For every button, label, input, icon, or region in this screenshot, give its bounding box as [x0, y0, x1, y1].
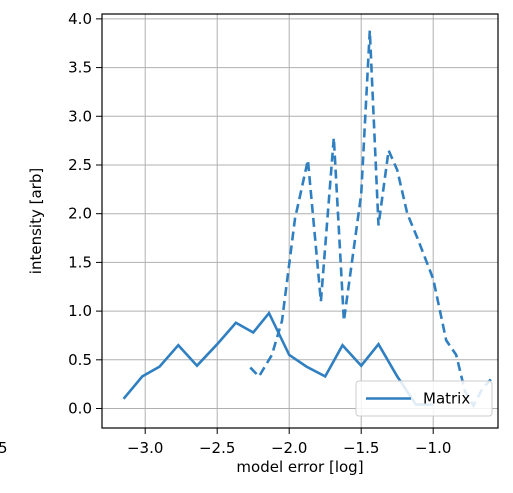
series-layer: [122, 30, 492, 409]
legend-box: [355, 380, 493, 417]
y-tick-label: 3.5: [68, 59, 92, 77]
y-tick-label: 2.5: [68, 156, 92, 174]
y-tick-label: 0.5: [68, 351, 92, 369]
legend: Matrix: [355, 380, 493, 417]
x-axis-title: model error [log]: [236, 458, 363, 476]
series-line-dashed: [249, 30, 492, 409]
plot-frame: [101, 13, 499, 429]
gridlines: [102, 14, 498, 428]
y-axis: 0.0 0.5 1.0 1.5 2.0 2.5 3.0 3.5 4.0: [68, 10, 102, 418]
y-tick-label: 2.0: [68, 205, 92, 223]
edge-tick-label: 5: [0, 439, 8, 457]
x-tick-label: −1.5: [343, 439, 379, 457]
y-tick-label: 4.0: [68, 10, 92, 28]
y-tick-label: 3.0: [68, 107, 92, 125]
x-tick-label: −3.0: [127, 439, 163, 457]
y-tick-label: 1.5: [68, 253, 92, 271]
x-tick-label: −1.0: [415, 439, 451, 457]
x-tick-label: −2.0: [271, 439, 307, 457]
legend-label-matrix: Matrix: [423, 390, 470, 408]
y-tick-label: 0.0: [68, 400, 92, 418]
x-tick-label: −2.5: [199, 439, 235, 457]
y-tick-label: 1.0: [68, 302, 92, 320]
y-axis-title: intensity [arb]: [27, 168, 45, 274]
x-axis: −3.0 −2.5 −2.0 −1.5 −1.0: [127, 428, 451, 457]
